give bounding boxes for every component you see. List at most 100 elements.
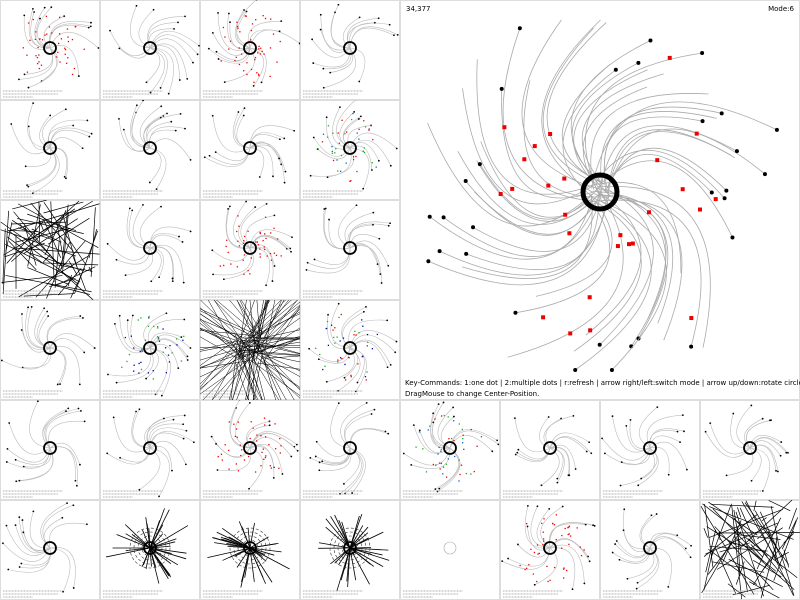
ring <box>329 527 371 569</box>
end-dot <box>517 448 520 451</box>
ring <box>333 531 367 565</box>
end-dot <box>227 207 230 210</box>
end-dot <box>214 151 217 154</box>
end-dot <box>167 92 170 95</box>
curve <box>49 147 68 177</box>
dot <box>460 464 463 466</box>
stroke-line <box>23 218 78 254</box>
dot <box>567 527 569 529</box>
end-dot <box>280 163 283 166</box>
end-dot <box>171 469 173 472</box>
end-dot <box>389 222 391 225</box>
dot <box>263 417 266 419</box>
end-dot <box>452 415 455 418</box>
curve <box>149 343 179 369</box>
ray <box>149 508 165 549</box>
dot <box>180 360 183 362</box>
stroke-line <box>733 536 795 590</box>
dot <box>326 327 328 330</box>
end-dot <box>389 164 392 167</box>
curve <box>327 147 354 178</box>
end-dot <box>326 176 329 179</box>
end-dot <box>689 344 694 349</box>
end-dot <box>18 566 21 568</box>
stroke-line <box>8 240 37 271</box>
curve <box>319 447 352 471</box>
end-dot <box>222 278 225 281</box>
stroke-line <box>200 300 244 342</box>
end-dot <box>26 184 28 187</box>
end-dot <box>427 214 432 219</box>
stroke-line <box>17 218 84 234</box>
end-dot <box>86 119 89 122</box>
end-dot <box>186 78 189 80</box>
mode-label: Mode:6 <box>768 5 794 13</box>
curve <box>19 517 51 551</box>
curve <box>22 347 52 369</box>
curve <box>561 64 611 185</box>
dot <box>75 25 77 28</box>
curve <box>339 111 355 149</box>
curve <box>146 121 172 149</box>
dot <box>228 421 230 423</box>
thumbnail <box>300 500 400 600</box>
curve <box>49 446 76 481</box>
dot <box>238 63 241 66</box>
end-dot <box>517 26 522 31</box>
curve <box>49 45 80 77</box>
end-dot <box>20 562 23 565</box>
curve <box>131 112 151 149</box>
curve <box>749 447 762 481</box>
stroke-line <box>2 228 6 285</box>
curve <box>21 329 51 353</box>
end-dot <box>584 523 587 526</box>
end-dot <box>243 107 246 110</box>
end-dot <box>39 17 41 20</box>
curve <box>236 11 251 49</box>
end-dot <box>337 402 340 405</box>
curve <box>149 440 187 465</box>
curve <box>518 447 551 460</box>
stroke-line <box>229 300 257 334</box>
dot <box>459 473 461 476</box>
end-dot <box>211 249 214 252</box>
thumbnail-frame <box>200 200 300 300</box>
end-dot <box>780 441 783 443</box>
end-dot <box>217 58 220 60</box>
dot <box>59 16 61 19</box>
ray <box>249 536 269 549</box>
dot <box>322 368 324 371</box>
dot <box>453 440 455 442</box>
dot <box>340 154 343 157</box>
curve <box>36 6 52 49</box>
end-dot <box>623 508 626 511</box>
dot <box>65 62 68 64</box>
dot <box>333 336 335 339</box>
thumbnail <box>0 200 100 300</box>
end-dot <box>313 258 316 261</box>
dot <box>264 436 267 438</box>
end-dot <box>145 377 148 380</box>
dot <box>322 133 325 135</box>
curve <box>527 526 551 551</box>
end-dot <box>32 510 35 513</box>
dot <box>29 39 31 42</box>
dot <box>324 365 326 367</box>
stroke-line <box>213 300 260 348</box>
dot <box>335 148 337 150</box>
stroke-line <box>739 507 756 542</box>
end-dot <box>181 241 184 243</box>
end-dot <box>437 249 442 254</box>
dot <box>250 39 252 41</box>
stroke-line <box>0 229 77 257</box>
end-dot <box>27 125 30 128</box>
dot <box>126 360 128 363</box>
curve <box>342 17 360 49</box>
dot <box>243 273 245 275</box>
stroke-line <box>38 219 44 231</box>
dot <box>334 152 336 154</box>
dot <box>260 465 262 467</box>
stroke-line <box>200 346 237 348</box>
end-dot <box>215 50 218 53</box>
curve <box>123 129 151 152</box>
